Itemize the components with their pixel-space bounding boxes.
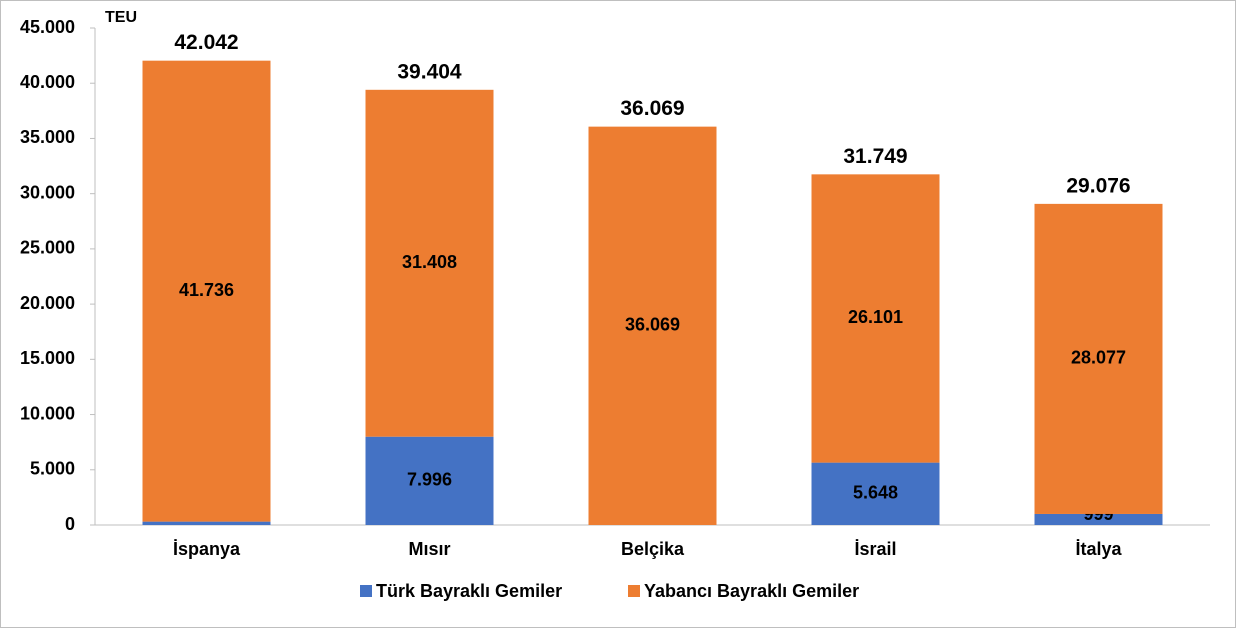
total-label: 39.404	[397, 60, 462, 83]
y-tick-label: 10.000	[20, 403, 75, 423]
bar-segment	[142, 60, 271, 522]
total-label: 29.076	[1066, 174, 1130, 197]
y-tick-label: 0	[65, 514, 75, 534]
y-tick-label: 5.000	[30, 459, 75, 479]
total-label: 42.042	[174, 31, 238, 54]
legend-swatch	[360, 585, 372, 597]
y-tick-label: 30.000	[20, 182, 75, 202]
bar-segment	[142, 521, 271, 525]
x-tick-label: İsrail	[854, 539, 896, 559]
data-label: 28.077	[1071, 348, 1126, 368]
bar-segment	[588, 126, 717, 525]
bar-segment	[1034, 203, 1163, 514]
bar-segment	[811, 174, 940, 463]
bar-segment	[365, 436, 494, 525]
x-tick-label: Belçika	[621, 539, 685, 559]
data-label: 26.101	[848, 307, 903, 327]
bar-segment	[1034, 513, 1163, 525]
bar-segment	[811, 462, 940, 525]
data-label: 7.996	[407, 470, 452, 490]
data-label: 5.648	[853, 483, 898, 503]
y-tick-label: 25.000	[20, 238, 75, 258]
y-tick-label: 40.000	[20, 72, 75, 92]
y-axis-label: TEU	[105, 9, 137, 26]
y-tick-label: 20.000	[20, 293, 75, 313]
y-tick-label: 35.000	[20, 127, 75, 147]
y-tick-label: 15.000	[20, 348, 75, 368]
x-tick-label: İspanya	[173, 539, 241, 559]
data-label: 41.736	[179, 280, 234, 300]
total-label: 31.749	[843, 145, 907, 168]
data-label: 31.408	[402, 252, 457, 272]
legend-label: Yabancı Bayraklı Gemiler	[644, 581, 859, 601]
bar-segment	[365, 89, 494, 437]
legend-label: Türk Bayraklı Gemiler	[376, 581, 562, 601]
data-label: 36.069	[625, 315, 680, 335]
y-tick-label: 45.000	[20, 17, 75, 37]
x-tick-label: İtalya	[1075, 539, 1122, 559]
legend-swatch	[628, 585, 640, 597]
x-tick-label: Mısır	[408, 539, 450, 559]
total-label: 36.069	[620, 97, 684, 120]
